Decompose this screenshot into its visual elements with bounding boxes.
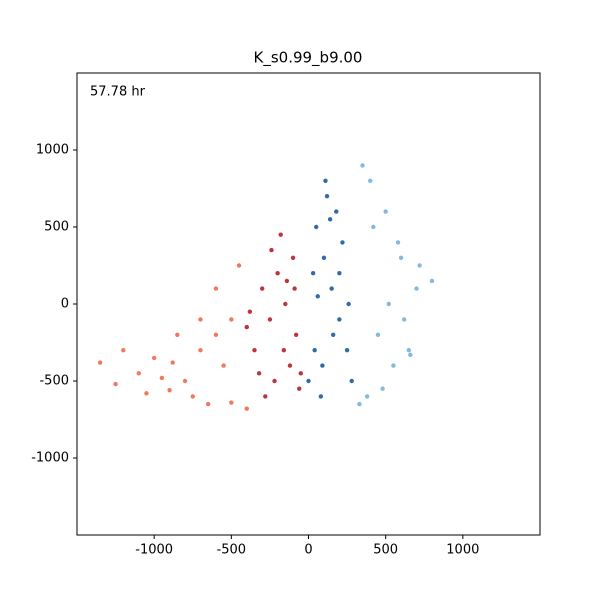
point: [346, 301, 351, 307]
point: [321, 255, 327, 260]
point: [315, 294, 320, 299]
point: [357, 401, 362, 407]
point: [170, 360, 175, 365]
y-tick-label: 0: [61, 297, 69, 312]
annotation: 57.78 hr: [90, 85, 146, 100]
point: [408, 352, 413, 358]
point: [281, 348, 287, 353]
y-tick-label: 500: [44, 220, 69, 235]
point: [229, 317, 234, 322]
point: [175, 332, 180, 337]
point: [398, 255, 404, 260]
point: [292, 286, 297, 291]
chart-title: K_s0.99_b9.00: [254, 49, 363, 68]
point: [334, 209, 339, 214]
point: [364, 394, 370, 399]
point: [167, 388, 172, 393]
point: [406, 348, 412, 353]
point: [284, 278, 290, 284]
point: [221, 363, 226, 368]
point: [260, 286, 265, 291]
point: [236, 263, 242, 268]
point: [198, 317, 203, 322]
point: [324, 194, 330, 199]
point: [395, 240, 401, 245]
x-tick-label: 1000: [446, 543, 479, 558]
point: [337, 317, 342, 322]
point: [275, 271, 280, 276]
point: [310, 271, 316, 276]
point: [144, 391, 149, 396]
point: [198, 348, 203, 353]
point: [244, 324, 249, 330]
point: [375, 332, 381, 337]
point: [327, 217, 333, 222]
point: [278, 232, 283, 237]
point: [314, 224, 319, 230]
point: [380, 386, 385, 391]
point: [349, 378, 354, 384]
point: [269, 247, 274, 253]
point: [136, 371, 141, 376]
point: [323, 178, 328, 183]
x-tick-label: -500: [217, 543, 247, 558]
point: [298, 371, 303, 376]
point: [190, 394, 195, 399]
point: [371, 224, 376, 230]
point: [213, 286, 219, 291]
point: [414, 286, 419, 291]
point: [256, 371, 262, 376]
point: [386, 301, 391, 307]
point: [272, 378, 277, 384]
point: [312, 348, 317, 353]
x-tick-label: -1000: [135, 543, 173, 558]
point: [205, 401, 211, 407]
point: [337, 271, 342, 276]
point: [344, 348, 350, 353]
point: [252, 348, 257, 353]
point: [267, 317, 273, 322]
point: [330, 332, 336, 337]
point: [391, 363, 396, 368]
point: [247, 309, 253, 314]
point: [151, 355, 157, 361]
x-tick-label: 500: [373, 543, 398, 558]
plot-frame: [76, 72, 541, 536]
point: [213, 332, 219, 337]
point: [318, 394, 324, 399]
point: [159, 375, 165, 381]
point: [182, 378, 188, 384]
y-tick-label: -500: [39, 374, 69, 389]
point: [401, 317, 407, 322]
point: [290, 255, 296, 260]
point: [329, 286, 334, 291]
y-tick-label: 1000: [36, 143, 69, 158]
point: [287, 363, 293, 368]
point: [293, 332, 299, 337]
point: [263, 394, 268, 399]
point: [360, 163, 365, 168]
y-tick-label: -1000: [31, 451, 69, 466]
x-tick-label: 0: [304, 543, 312, 558]
point: [121, 348, 126, 353]
point: [340, 240, 345, 245]
point: [320, 363, 325, 368]
point: [297, 386, 302, 391]
point: [244, 406, 249, 411]
point: [306, 378, 311, 384]
point: [113, 381, 118, 387]
point: [417, 263, 422, 268]
point: [283, 301, 288, 307]
point: [368, 178, 373, 183]
point: [383, 209, 388, 214]
point: [97, 360, 103, 365]
point: [429, 278, 435, 284]
point: [229, 400, 234, 405]
